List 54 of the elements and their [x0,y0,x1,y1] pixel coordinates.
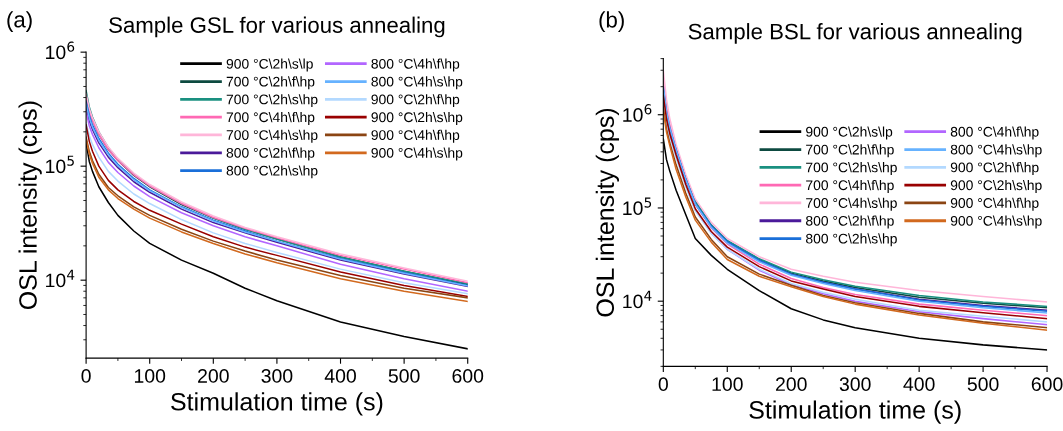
legend-label: 900 °C\2h\s\hp [950,179,1042,193]
legend-label: 700 °C\2h\s\hp [226,94,318,108]
chart-title: Sample BSL for various annealing [688,23,1022,44]
x-tick-label: 600 [1031,377,1063,392]
legend-label: 700 °C\2h\f\hp [806,144,894,158]
x-tick-label: 500 [967,377,999,392]
legend-label: 900 °C\2h\f\hp [371,94,460,108]
legend-label: 900 °C\2h\s\lp [226,58,313,72]
x-axis-title: Stimulation time (s) [171,392,383,416]
y-tick-label: 10$^{5}$ [46,155,74,174]
legend-label: 800 °C\4h\f\hp [371,58,460,72]
x-tick-label: 0 [658,377,668,392]
y-axis-title: OSL intensity (cps) [18,101,42,310]
legend-label: 800 °C\4h\s\hp [950,144,1042,158]
y-tick-label: 10$^{5}$ [623,197,652,216]
y-axis-title: OSL intensity (cps) [595,108,620,317]
x-tick-label: 300 [839,377,871,392]
legend-label: 900 °C\2h\s\hp [371,111,463,125]
legend-label: 700 °C\4h\f\hp [226,111,315,125]
x-tick-label: 0 [81,369,91,383]
x-tick-label: 400 [324,369,356,383]
legend-label: 800 °C\2h\s\hp [226,165,318,179]
y-tick-label: 10$^{4}$ [623,290,652,309]
legend-label: 800 °C\2h\s\hp [806,233,897,247]
legend-label: 900 °C\4h\f\hp [371,129,460,143]
chart-title: Sample GSL for various annealing [109,16,445,38]
legend-label: 700 °C\2h\f\hp [226,76,315,90]
legend-label: 700 °C\2h\s\hp [806,162,897,176]
x-tick-label: 100 [712,377,743,392]
x-tick-label: 100 [134,369,166,383]
y-tick-label: 10$^{4}$ [46,269,75,288]
legend-label: 900 °C\2h\s\lp [806,126,893,140]
x-tick-label: 300 [261,369,293,383]
legend-label: 800 °C\2h\f\hp [226,147,315,161]
legend-label: 900 °C\4h\s\hp [371,147,463,161]
legend-label: 800 °C\2h\f\hp [806,215,894,229]
legend-label: 900 °C\4h\f\hp [950,197,1039,211]
legend-label: 700 °C\4h\f\hp [806,179,894,193]
legend-label: 800 °C\4h\s\hp [371,76,463,90]
x-tick-label: 500 [388,369,420,383]
text: (b) [599,11,624,33]
legend-label: 800 °C\4h\f\hp [950,126,1039,140]
legend-label: 900 °C\4h\s\hp [950,215,1042,229]
y-tick-label: 10$^{6}$ [46,41,75,60]
x-axis-title: Stimulation time (s) [749,400,961,424]
x-tick-label: 400 [903,377,935,392]
legend-label: 700 °C\4h\s\hp [226,129,318,143]
x-tick-label: 200 [198,369,229,383]
y-tick-label: 10$^{6}$ [623,104,652,122]
text: (a) [7,11,32,32]
legend-label: 900 °C\2h\f\hp [950,162,1039,176]
legend-label: 700 °C\4h\s\hp [806,197,897,211]
x-tick-label: 200 [775,377,807,392]
x-tick-label: 600 [452,369,484,383]
